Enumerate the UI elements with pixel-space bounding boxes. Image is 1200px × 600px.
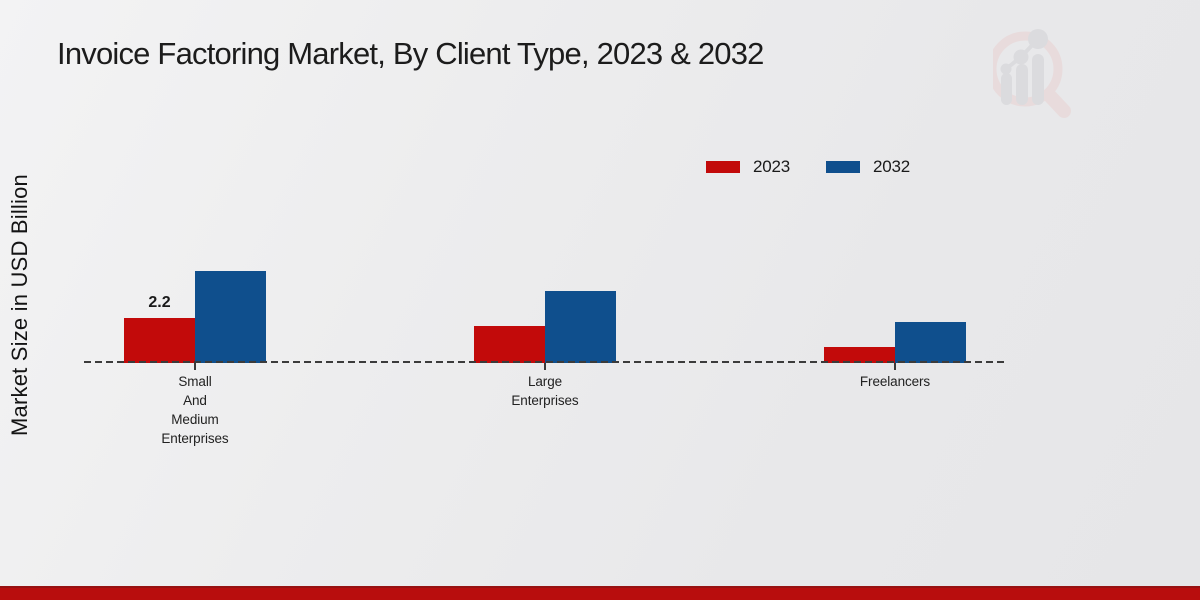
bar-2023-category-0: [124, 318, 195, 363]
legend-swatch-2032: [826, 161, 861, 173]
category-label-0: Small And Medium Enterprises: [161, 374, 229, 446]
x-axis-dashed-line: [84, 361, 1008, 363]
legend-label-2023: 2023: [753, 157, 791, 176]
footer-red-band: [0, 586, 1200, 600]
chart-title: Invoice Factoring Market, By Client Type…: [57, 36, 764, 71]
x-axis-tick-0: [194, 363, 196, 370]
x-axis-tick-2: [894, 363, 896, 370]
legend-item-2032: 2032: [826, 157, 910, 177]
legend-item-2023: 2023: [706, 157, 790, 177]
legend-label-2032: 2032: [873, 157, 911, 176]
magnifier-bar-chart-watermark-icon: [993, 29, 1071, 118]
bar-2032-category-1: [545, 291, 616, 363]
bar-value-label: 2.2: [148, 294, 171, 311]
category-label-2: Freelancers: [859, 374, 931, 389]
bar-2023-category-2: [824, 347, 895, 363]
x-axis-tick-1: [544, 363, 546, 370]
category-label-1: Large Enterprises: [511, 374, 579, 408]
legend: 2023 2032: [706, 157, 910, 177]
bar-2032-category-2: [895, 322, 966, 363]
bar-2023-category-1: [474, 326, 545, 363]
legend-swatch-2023: [706, 161, 740, 173]
bar-2032-category-0: [195, 271, 266, 363]
